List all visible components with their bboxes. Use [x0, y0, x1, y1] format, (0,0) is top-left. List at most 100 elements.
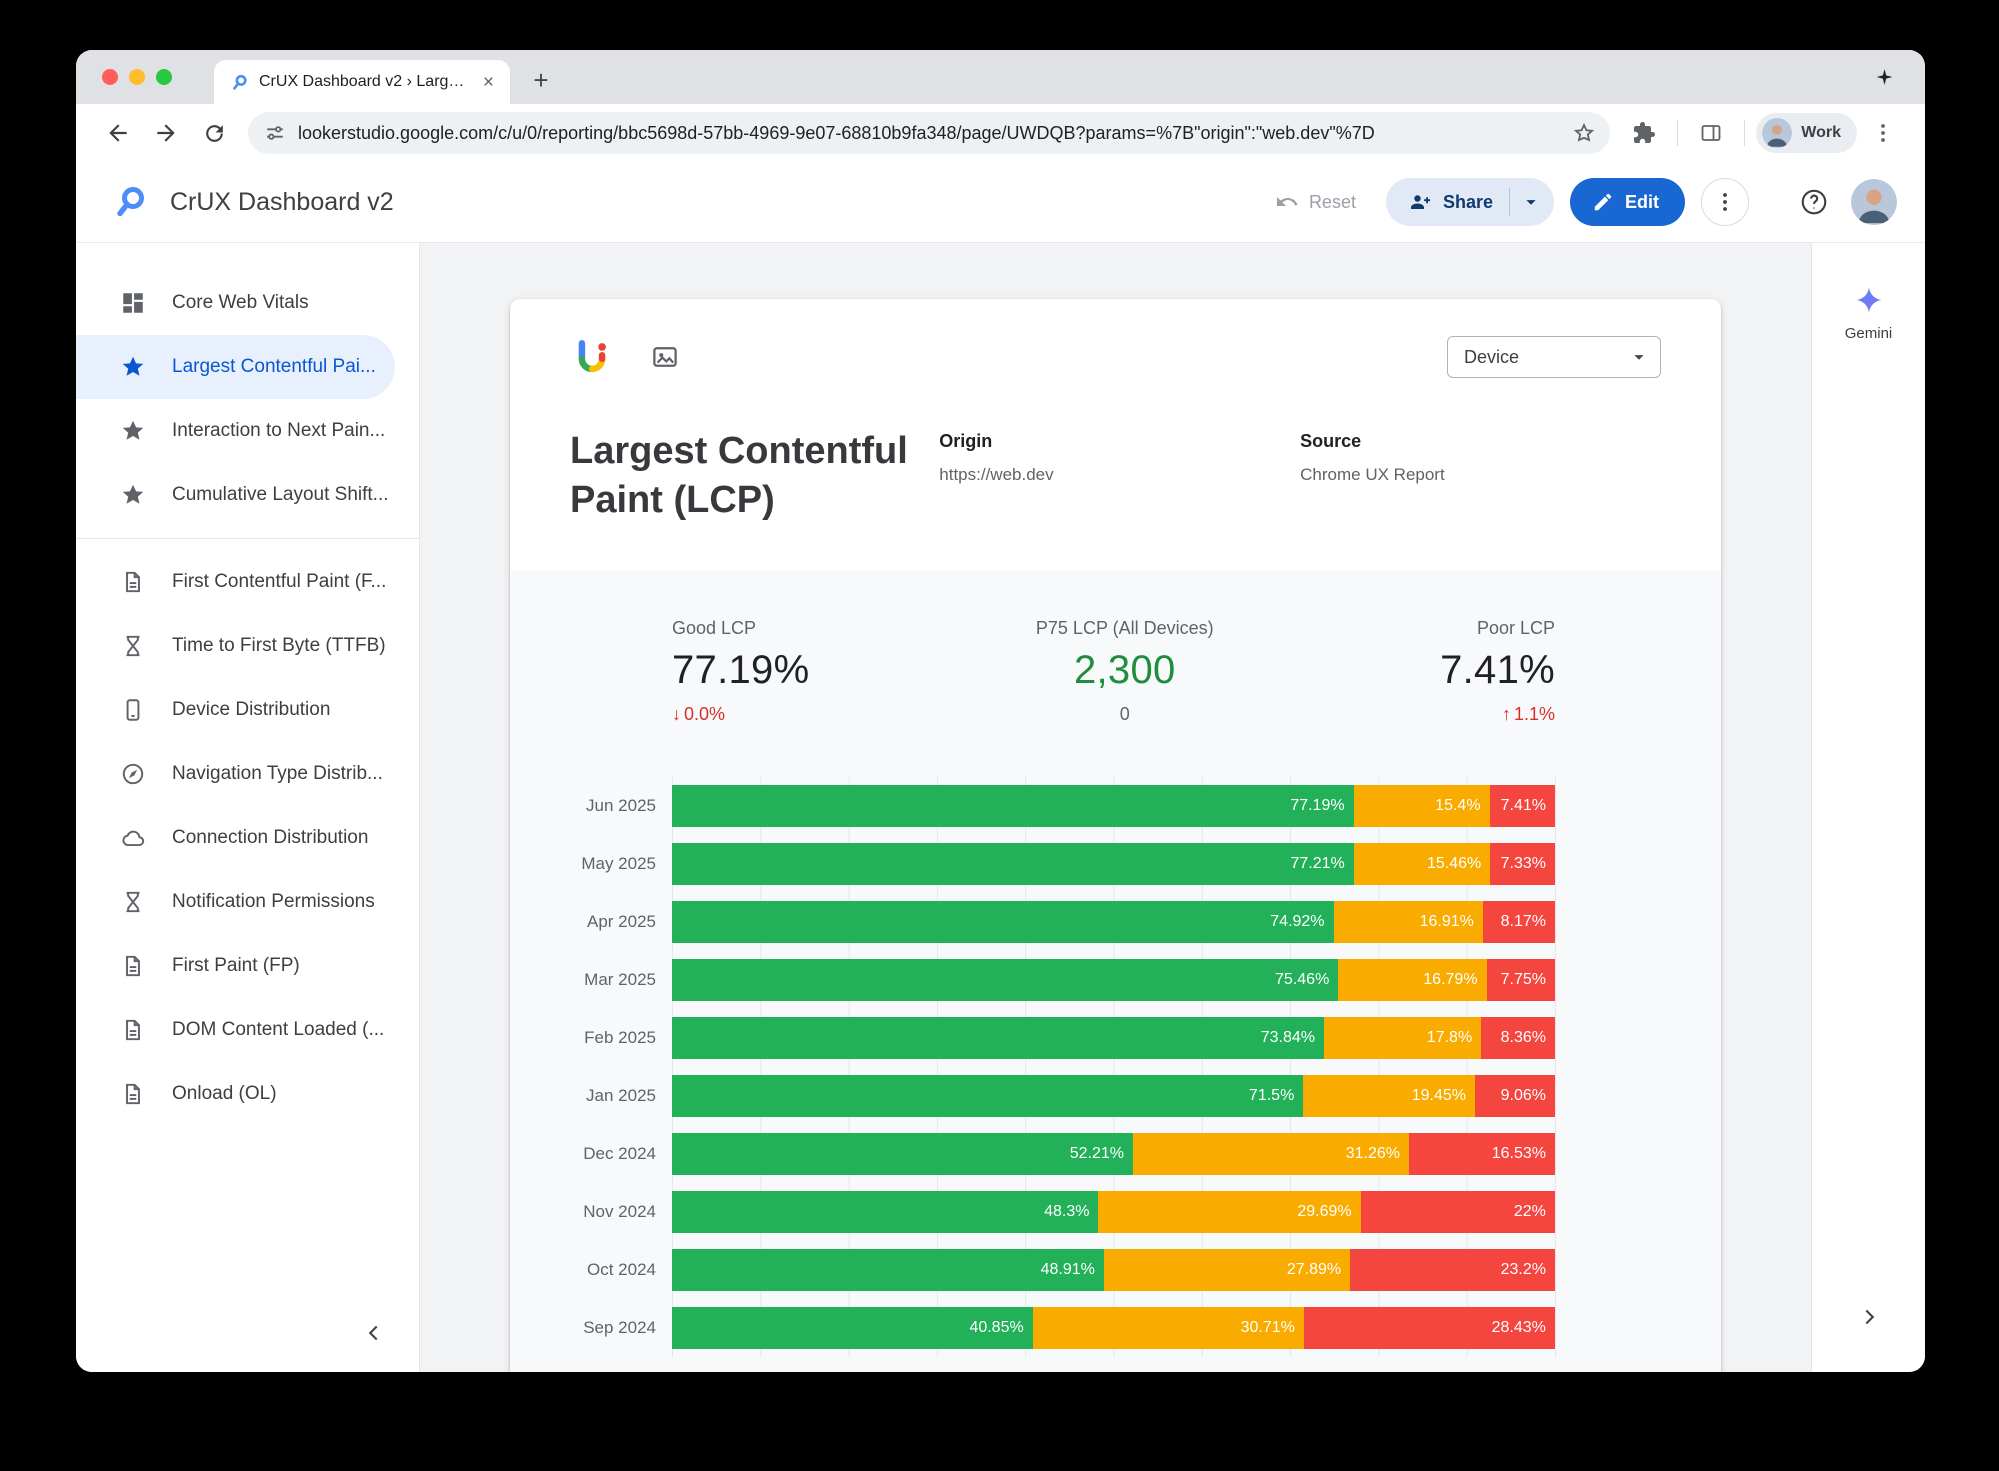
- bar-segment-good[interactable]: 52.21%: [672, 1132, 1133, 1175]
- bar-segment-poor[interactable]: 16.53%: [1409, 1132, 1555, 1175]
- reset-button[interactable]: Reset: [1259, 190, 1372, 214]
- sidebar-item-core-web-vitals[interactable]: Core Web Vitals: [76, 271, 395, 335]
- bar-segment-needs-improvement[interactable]: 30.71%: [1032, 1306, 1304, 1349]
- bar-segment-good[interactable]: 48.3%: [672, 1190, 1099, 1233]
- chart-category-label: Dec 2024: [583, 1143, 656, 1163]
- help-icon[interactable]: [1791, 179, 1837, 225]
- bar-value-label: 28.43%: [1491, 1318, 1546, 1336]
- more-options-icon[interactable]: [1701, 178, 1749, 226]
- edit-button[interactable]: Edit: [1570, 178, 1685, 226]
- bar-segment-needs-improvement[interactable]: 16.79%: [1338, 958, 1487, 1001]
- origin-label: Origin: [939, 431, 993, 451]
- zoom-window-button[interactable]: [156, 69, 172, 85]
- sidebar-item-connection-distribution[interactable]: Connection Distribution: [76, 806, 395, 870]
- extensions-icon[interactable]: [1622, 111, 1666, 155]
- looker-studio-logo-icon[interactable]: [112, 184, 148, 220]
- bar-segment-good[interactable]: 77.19%: [672, 784, 1354, 827]
- back-icon[interactable]: [96, 111, 140, 155]
- window-controls: [102, 69, 172, 85]
- tab-favicon-looker-icon: [230, 73, 249, 92]
- source-value: Chrome UX Report: [1300, 465, 1445, 484]
- bar-value-label: 74.92%: [1270, 912, 1325, 930]
- device-filter-dropdown[interactable]: Device: [1447, 336, 1661, 378]
- bar-value-label: 17.8%: [1426, 1028, 1473, 1046]
- bar-segment-good[interactable]: 73.84%: [672, 1016, 1324, 1059]
- share-button-main[interactable]: Share: [1386, 190, 1509, 214]
- tab-close-icon[interactable]: ×: [482, 71, 494, 93]
- up-arrow-icon: ↑: [1501, 703, 1511, 724]
- bar-segment-good[interactable]: 77.21%: [672, 842, 1354, 885]
- chart-category-label: Nov 2024: [583, 1201, 656, 1221]
- browser-tab[interactable]: CrUX Dashboard v2 › Largest ×: [214, 60, 510, 104]
- chart-row: Jan 2025 71.5% 19.45% 9.06%: [570, 1067, 1661, 1125]
- bar-segment-needs-improvement[interactable]: 17.8%: [1324, 1016, 1482, 1059]
- bar-segment-good[interactable]: 48.91%: [672, 1248, 1104, 1291]
- forward-icon[interactable]: [144, 111, 188, 155]
- bar-segment-good[interactable]: 74.92%: [672, 900, 1334, 943]
- collapse-sidebar-icon[interactable]: [361, 1320, 387, 1346]
- gemini-icon[interactable]: [1854, 285, 1884, 315]
- bar-segment-poor[interactable]: 28.43%: [1303, 1306, 1555, 1349]
- source-label: Source: [1300, 431, 1362, 451]
- x-axis-tick: 60%: [1187, 1369, 1217, 1372]
- bar-segment-poor[interactable]: 23.2%: [1350, 1248, 1555, 1291]
- share-button[interactable]: Share: [1385, 178, 1554, 226]
- sidebar-item-label: First Contentful Paint (F...: [172, 571, 387, 592]
- side-panel-icon[interactable]: [1689, 111, 1733, 155]
- sidebar-divider: [76, 538, 419, 539]
- bar-segment-poor[interactable]: 7.33%: [1490, 842, 1555, 885]
- sidebar-item-first-paint[interactable]: First Paint (FP): [76, 934, 395, 998]
- sparkle-icon[interactable]: [1874, 67, 1895, 88]
- sidebar-item-time-to-first-byte[interactable]: Time to First Byte (TTFB): [76, 614, 395, 678]
- x-axis: 0% 10% 20% 30% 40% 50% 60% 70% 80% 90% 100%: [661, 1369, 1574, 1372]
- minimize-window-button[interactable]: [129, 69, 145, 85]
- chart-category-label: Apr 2025: [587, 911, 656, 931]
- sidebar-item-first-contentful-paint[interactable]: First Contentful Paint (F...: [76, 550, 395, 614]
- profile-avatar: [1762, 118, 1793, 148]
- bar-segment-good[interactable]: 71.5%: [672, 1074, 1304, 1117]
- chart-category-label: Sep 2024: [583, 1317, 656, 1337]
- bar-segment-poor[interactable]: 7.41%: [1489, 784, 1555, 827]
- user-avatar[interactable]: [1851, 179, 1897, 225]
- new-tab-button[interactable]: +: [533, 64, 549, 95]
- sidebar-item-interaction-to-next-paint[interactable]: Interaction to Next Pain...: [76, 399, 395, 463]
- sidebar-item-onload[interactable]: Onload (OL): [76, 1062, 395, 1126]
- tab-strip: CrUX Dashboard v2 › Largest × +: [76, 50, 1925, 104]
- bar-track: 75.46% 16.79% 7.75%: [672, 958, 1555, 1001]
- bar-segment-poor[interactable]: 9.06%: [1475, 1074, 1555, 1117]
- sidebar-item-navigation-type-distribution[interactable]: Navigation Type Distrib...: [76, 742, 395, 806]
- sidebar-item-largest-contentful-paint[interactable]: Largest Contentful Pai...: [76, 335, 395, 399]
- bar-segment-poor[interactable]: 7.75%: [1486, 958, 1555, 1001]
- bar-value-label: 31.26%: [1345, 1144, 1401, 1162]
- bar-segment-needs-improvement[interactable]: 29.69%: [1098, 1190, 1361, 1233]
- sidebar-item-cumulative-layout-shift[interactable]: Cumulative Layout Shift...: [76, 463, 395, 527]
- bar-segment-needs-improvement[interactable]: 16.91%: [1333, 900, 1483, 943]
- chart-row: Apr 2025 74.92% 16.91% 8.17%: [570, 893, 1661, 951]
- bar-segment-needs-improvement[interactable]: 15.46%: [1353, 842, 1491, 885]
- sidebar-item-device-distribution[interactable]: Device Distribution: [76, 678, 395, 742]
- browser-menu-icon[interactable]: [1861, 111, 1905, 155]
- close-window-button[interactable]: [102, 69, 118, 85]
- reload-icon[interactable]: [192, 111, 236, 155]
- report-card: Device Largest Contentful Paint (LCP) Or…: [510, 299, 1721, 1372]
- x-axis-tick: 10%: [745, 1369, 775, 1372]
- bookmark-star-icon[interactable]: [1572, 121, 1596, 145]
- bar-segment-good[interactable]: 40.85%: [672, 1306, 1033, 1349]
- sidebar-item-dom-content-loaded[interactable]: DOM Content Loaded (...: [76, 998, 395, 1062]
- url-text[interactable]: lookerstudio.google.com/c/u/0/reporting/…: [298, 122, 1375, 143]
- share-dropdown-button[interactable]: [1509, 188, 1554, 216]
- bar-segment-needs-improvement[interactable]: 31.26%: [1133, 1132, 1410, 1175]
- site-settings-icon[interactable]: [264, 122, 286, 144]
- sidebar-item-notification-permissions[interactable]: Notification Permissions: [76, 870, 395, 934]
- bar-segment-poor[interactable]: 8.36%: [1481, 1016, 1555, 1059]
- bar-segment-needs-improvement[interactable]: 27.89%: [1103, 1248, 1351, 1291]
- bar-segment-poor[interactable]: 22%: [1360, 1190, 1555, 1233]
- bar-segment-poor[interactable]: 8.17%: [1482, 900, 1555, 943]
- address-bar[interactable]: lookerstudio.google.com/c/u/0/reporting/…: [248, 112, 1611, 154]
- bar-segment-needs-improvement[interactable]: 19.45%: [1303, 1074, 1476, 1117]
- expand-panel-icon[interactable]: [1856, 1304, 1882, 1330]
- chart-rows: Jun 2025 77.19% 15.4% 7.41% May 2025 77.21% 15…: [570, 776, 1661, 1357]
- profile-chip[interactable]: Work: [1756, 113, 1857, 153]
- bar-segment-needs-improvement[interactable]: 15.4%: [1353, 784, 1490, 827]
- bar-segment-good[interactable]: 75.46%: [672, 958, 1339, 1001]
